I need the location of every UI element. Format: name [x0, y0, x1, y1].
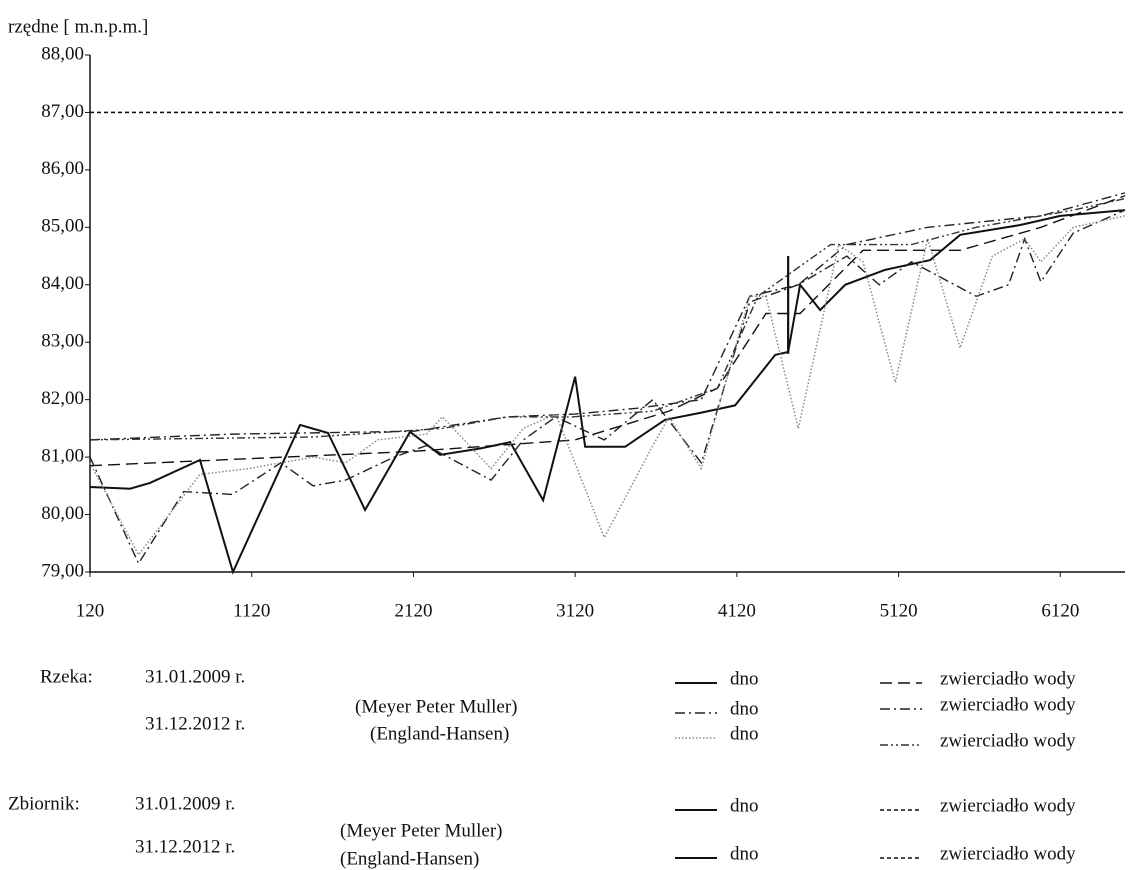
legend-date: 31.12.2012 r.	[145, 713, 245, 734]
legend-label: dno	[730, 698, 759, 719]
x-tick-label: 2120	[394, 600, 432, 621]
legend-group-label: Zbiornik:	[8, 793, 80, 814]
legend-method: (England-Hansen)	[370, 723, 509, 744]
legend-group-label: Rzeka:	[40, 666, 93, 687]
y-tick-label: 84,00	[41, 273, 84, 294]
y-tick-label: 81,00	[41, 445, 84, 466]
legend-label: zwierciadło wody	[940, 795, 1076, 816]
series-line	[89, 197, 1126, 441]
x-tick-label: 4120	[718, 600, 756, 621]
series-line	[89, 209, 1126, 565]
legend-label: zwierciadło wody	[940, 843, 1076, 864]
series-line	[89, 195, 1126, 467]
x-tick-label: 120	[76, 600, 105, 621]
legend-label: zwierciadło wody	[940, 668, 1076, 689]
y-tick-label: 88,00	[41, 43, 84, 64]
y-tick-label: 83,00	[41, 331, 84, 352]
y-tick-label: 80,00	[41, 503, 84, 524]
legend-label: dno	[730, 795, 759, 816]
legend-label: dno	[730, 723, 759, 744]
y-tick-label: 85,00	[41, 216, 84, 237]
x-tick-label: 3120	[556, 600, 594, 621]
legend-method: (Meyer Peter Muller)	[355, 696, 518, 717]
legend-date: 31.01.2009 r.	[145, 666, 245, 687]
y-tick-label: 87,00	[41, 101, 84, 122]
y-tick-label: 86,00	[41, 158, 84, 179]
x-tick-label: 6120	[1041, 600, 1079, 621]
x-tick-label: 1120	[233, 600, 270, 621]
y-axis-label: rzędne [ m.n.p.m.]	[8, 16, 148, 37]
series-line	[89, 209, 1126, 575]
legend-date: 31.01.2009 r.	[135, 793, 235, 814]
legend-date: 31.12.2012 r.	[135, 836, 235, 857]
x-tick-label: 5120	[880, 600, 918, 621]
series-line	[89, 192, 1126, 441]
legend-label: dno	[730, 843, 759, 864]
legend-method: (Meyer Peter Muller)	[340, 820, 503, 841]
series-line	[89, 215, 1126, 557]
legend-method: (England-Hansen)	[340, 848, 479, 869]
y-tick-label: 79,00	[41, 560, 84, 581]
legend-label: zwierciadło wody	[940, 694, 1076, 715]
y-tick-label: 82,00	[41, 388, 84, 409]
legend-label: zwierciadło wody	[940, 730, 1076, 751]
legend-label: dno	[730, 668, 759, 689]
